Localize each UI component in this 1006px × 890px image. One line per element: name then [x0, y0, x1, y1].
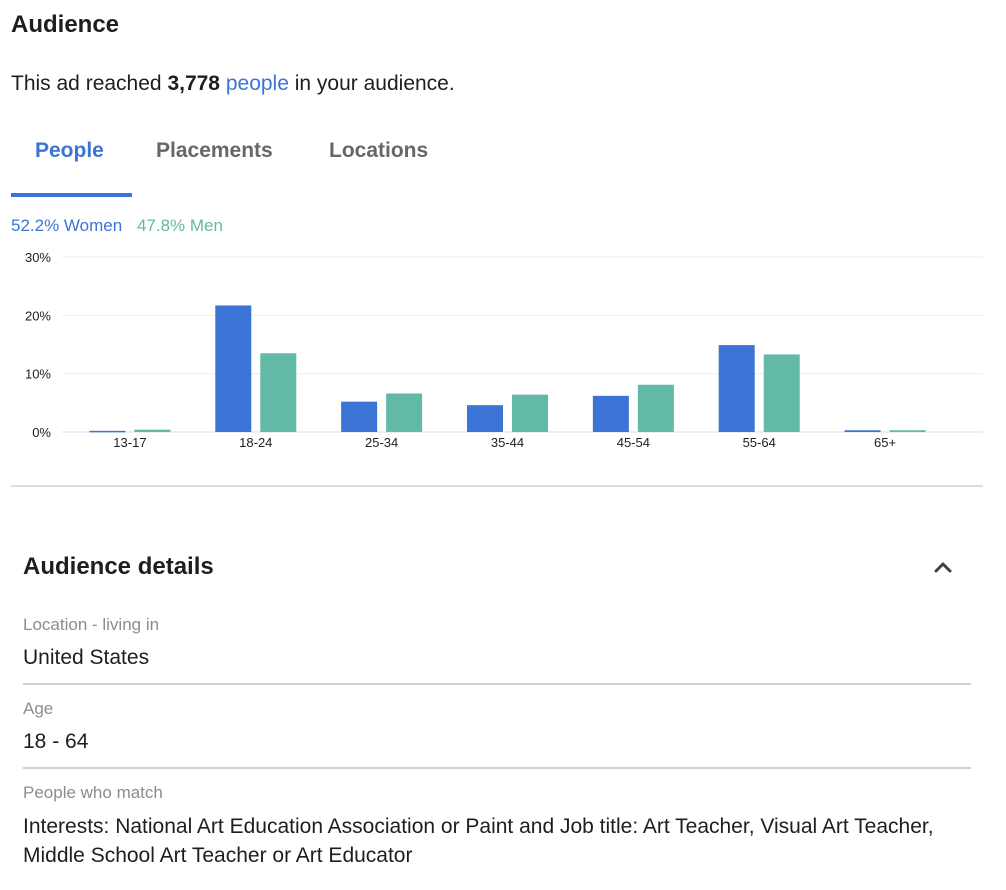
x-tick-label: 13-17 [113, 435, 146, 450]
bar-men-35-44 [512, 394, 548, 432]
bar-women-55-64 [718, 345, 755, 432]
field-divider [23, 683, 971, 685]
bar-women-13-17 [89, 430, 126, 433]
bar-men-18-24 [260, 353, 297, 432]
age-value: 18 - 64 [23, 730, 89, 753]
gender-split-legend: 52.2% Women 47.8% Men [11, 216, 223, 236]
people-who-match-value: Interests: National Art Education Associ… [23, 815, 934, 867]
x-tick-label: 65+ [874, 435, 896, 450]
people-who-match-label: People who match [23, 783, 163, 802]
bar-women-18-24 [215, 305, 252, 432]
age-gender-bar-chart: 0% 10% 20% 30% 13-17 18-24 25-34 35-44 45-54 55-6… [25, 250, 983, 450]
audience-details-title: Audience details [23, 553, 214, 580]
reach-count: 3,778 [167, 72, 220, 95]
bar-women-25-34 [341, 401, 378, 432]
tab-bar: People Placements Locations [11, 122, 983, 197]
x-tick-label: 18-24 [239, 435, 272, 450]
reach-summary: This ad reached 3,778 people in your aud… [11, 72, 455, 96]
tab-people[interactable]: People [35, 139, 104, 162]
people-link[interactable]: people [225, 72, 289, 95]
y-tick-label: 20% [25, 308, 51, 323]
x-tick-label: 55-64 [743, 435, 776, 450]
bar-women-65+ [844, 430, 881, 432]
y-tick-label: 30% [25, 250, 51, 265]
bar-men-55-64 [763, 354, 800, 432]
section-title: Audience [11, 11, 120, 38]
x-tick-label: 45-54 [617, 435, 650, 450]
tab-placements[interactable]: Placements [156, 139, 273, 162]
bar-men-25-34 [386, 393, 423, 432]
location-value: United States [23, 646, 150, 669]
field-divider [23, 767, 971, 769]
y-tick-label: 10% [25, 367, 51, 382]
x-tick-label: 35-44 [491, 435, 524, 450]
bar-men-45-54 [637, 384, 674, 432]
bar-women-35-44 [467, 405, 503, 432]
chevron-up-icon[interactable] [930, 556, 956, 578]
tab-locations[interactable]: Locations [329, 139, 429, 162]
bar-men-13-17 [134, 429, 171, 432]
legend-men: 47.8% Men [136, 216, 223, 235]
x-tick-label: 25-34 [365, 435, 398, 450]
bar-men-65+ [889, 430, 926, 432]
location-label: Location - living in [23, 615, 160, 634]
section-divider [11, 485, 983, 487]
age-label: Age [23, 699, 54, 718]
reach-prefix: This ad reached [11, 72, 162, 95]
bar-women-45-54 [592, 395, 629, 432]
reach-suffix: in your audience. [294, 72, 455, 95]
y-tick-label: 0% [32, 425, 51, 440]
legend-women: 52.2% Women [11, 216, 123, 235]
active-tab-indicator [11, 193, 132, 197]
